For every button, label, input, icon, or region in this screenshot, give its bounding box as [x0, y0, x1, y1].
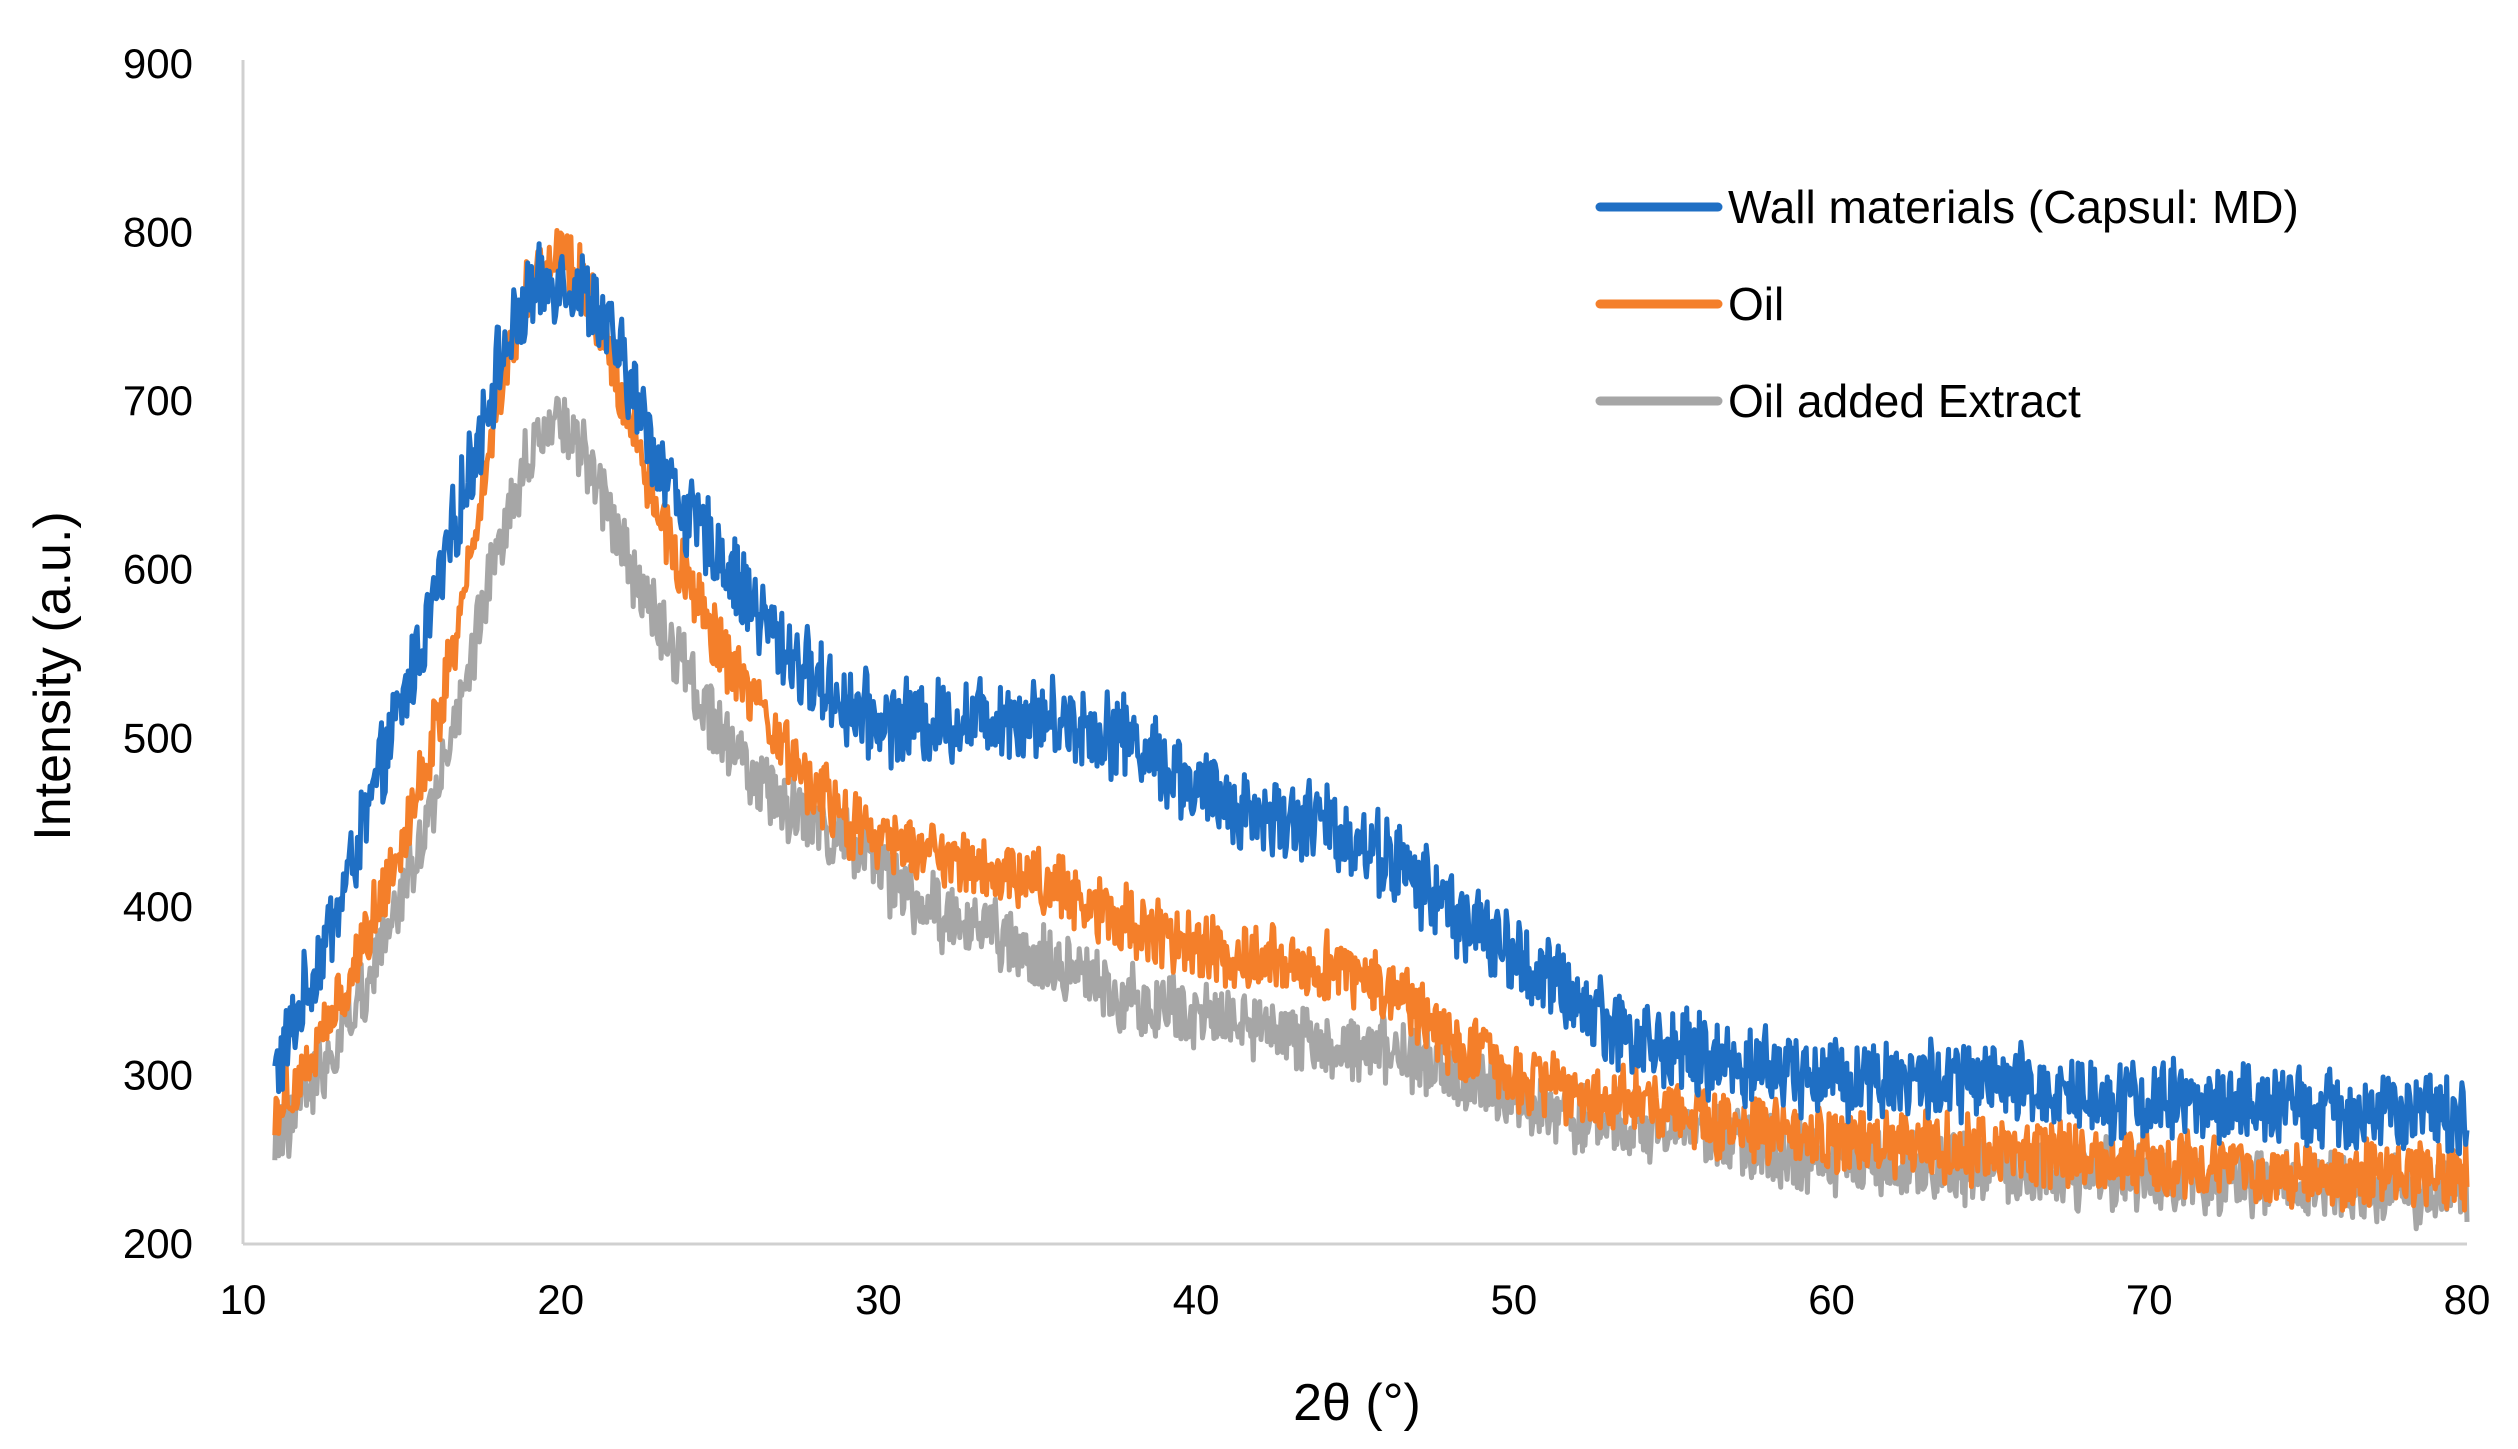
y-tick-label: 700 [123, 377, 193, 424]
y-tick-label: 800 [123, 209, 193, 256]
y-tick-label: 300 [123, 1051, 193, 1098]
x-tick-label: 20 [537, 1276, 584, 1323]
y-tick-label: 200 [123, 1220, 193, 1267]
series-line-1 [272, 241, 2470, 1157]
x-tick-label: 30 [855, 1276, 902, 1323]
axes: 200 300 400 500 600 700 800 900 10 20 30 40 50 60 70 80 [123, 40, 2490, 1323]
x-tick-label: 10 [220, 1276, 267, 1323]
x-axis-title: 2θ (°) [1293, 1374, 1421, 1432]
legend-label: Wall materials (Capsul: MD) [1728, 181, 2299, 233]
series-line-2 [272, 228, 2470, 1213]
x-tick-label: 40 [1173, 1276, 1220, 1323]
y-tick-label: 600 [123, 546, 193, 593]
legend-label: Oil [1728, 278, 1784, 330]
x-tick-label: 80 [2444, 1276, 2491, 1323]
legend-label: Oil added Extract [1728, 375, 2081, 427]
x-tick-label: 70 [2126, 1276, 2173, 1323]
y-tick-label: 400 [123, 883, 193, 930]
series-group [272, 228, 2470, 1232]
x-tick-label: 50 [1490, 1276, 1537, 1323]
y-tick-label: 500 [123, 714, 193, 761]
x-tick-label: 60 [1808, 1276, 1855, 1323]
y-axis-title: Intensity (a.u.) [24, 511, 82, 840]
legend: Wall materials (Capsul: MD) Oil Oil added … [1595, 181, 2299, 427]
y-tick-label: 900 [123, 40, 193, 87]
